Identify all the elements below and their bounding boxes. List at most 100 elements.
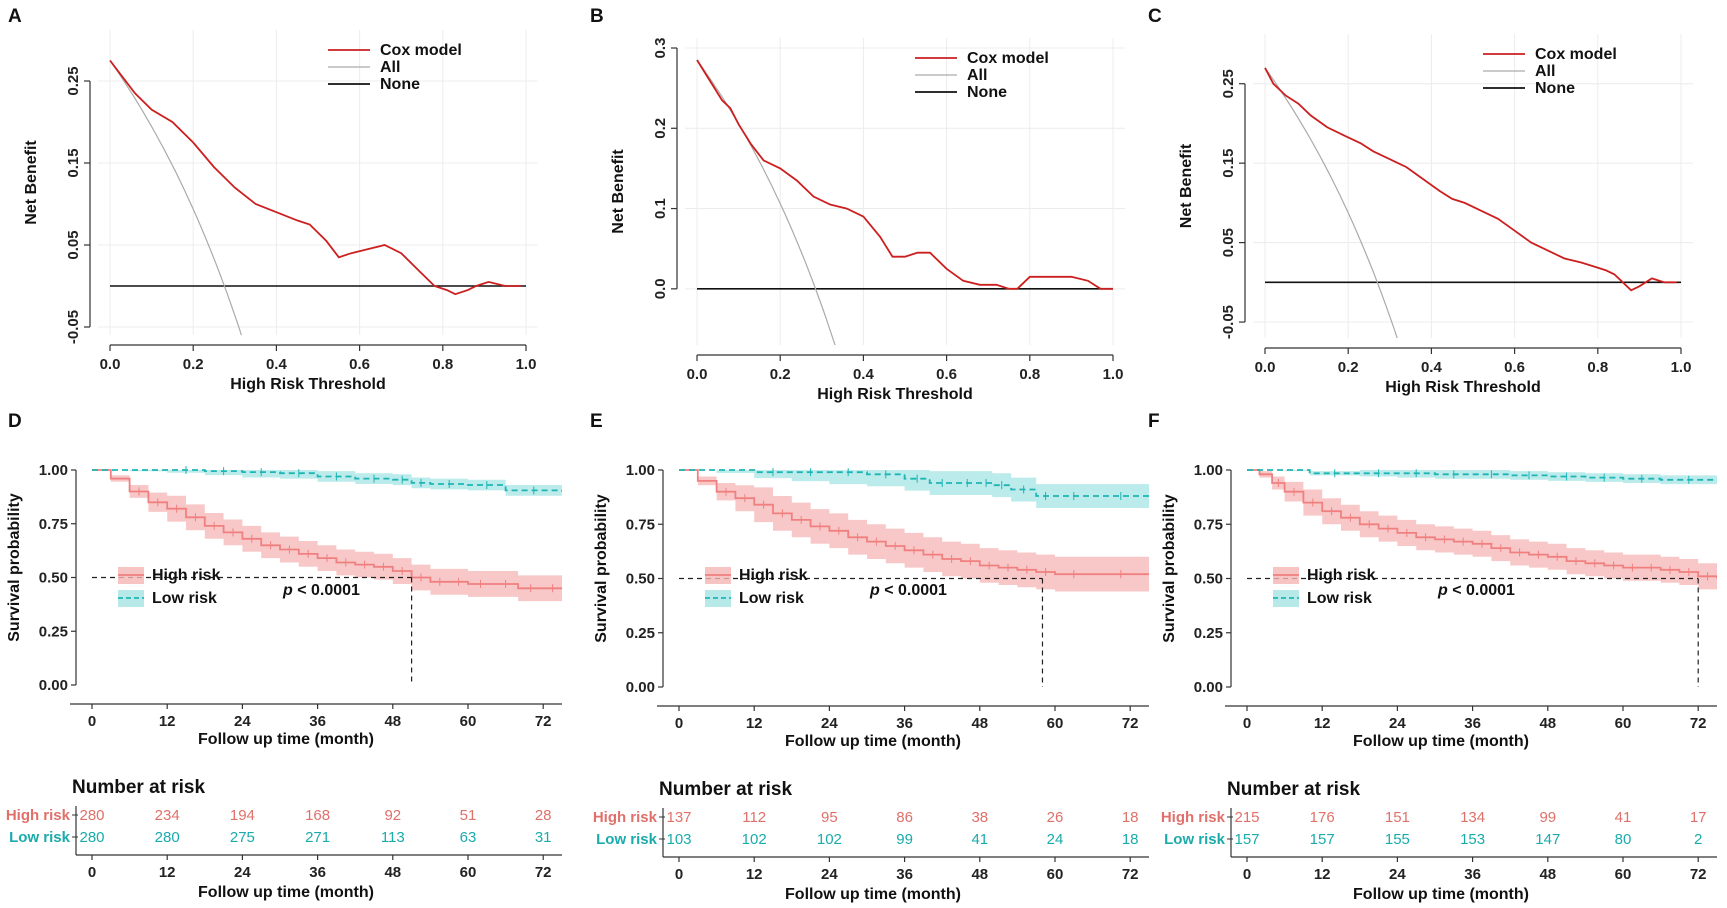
risk-cell: 86 — [896, 809, 913, 826]
risk-table-title: Number at risk — [659, 779, 792, 800]
km-panel-d: D 0.00 0.25 0.50 0.75 1.00 0 12 24 36 48 60 72 Follow… — [6, 411, 562, 901]
x-tick-label: 36 — [896, 715, 913, 732]
panel-letter: E — [590, 411, 603, 432]
x-tick-label: 24 — [234, 713, 251, 730]
p-value-symbol: p — [869, 582, 880, 599]
risk-x-tick-label: 72 — [535, 864, 552, 881]
x-axis-label: High Risk Threshold — [1385, 379, 1541, 396]
y-tick-label: 1.00 — [39, 462, 68, 479]
x-tick-label: 12 — [1314, 715, 1331, 732]
risk-x-tick-label: 0 — [675, 866, 683, 883]
risk-cell: 134 — [1460, 809, 1485, 826]
x-tick-label: 1.0 — [516, 356, 537, 373]
series-low-risk-line — [92, 469, 562, 492]
series-high-risk-ci-band — [1247, 470, 1717, 592]
risk-row-label: High risk — [6, 807, 71, 824]
y-tick-label: 0.15 — [1220, 149, 1237, 178]
risk-x-tick-label: 0 — [88, 864, 96, 881]
risk-cell: 155 — [1385, 831, 1410, 848]
risk-cell: 38 — [971, 809, 988, 826]
risk-table-title: Number at risk — [72, 777, 205, 798]
grid — [685, 38, 1125, 345]
x-tick-label: 24 — [1389, 715, 1406, 732]
p-value: p < 0.0001 — [282, 582, 360, 599]
x-axis-label: High Risk Threshold — [817, 386, 973, 403]
risk-cell: 41 — [971, 831, 988, 848]
risk-cell: 176 — [1310, 809, 1335, 826]
x-tick-label: 12 — [159, 713, 176, 730]
x-tick-label: 1.0 — [1103, 366, 1124, 383]
risk-x-tick-label: 12 — [1314, 866, 1331, 883]
risk-x-tick-label: 60 — [1615, 866, 1632, 883]
risk-cell: 31 — [535, 829, 552, 846]
legend-label: High risk — [739, 567, 808, 584]
risk-x-tick-label: 36 — [896, 866, 913, 883]
x-tick-label: 0.6 — [936, 366, 957, 383]
risk-cell: 102 — [742, 831, 767, 848]
y-tick-label: 0.0 — [652, 278, 669, 299]
y-tick-label: 0.25 — [65, 66, 82, 95]
risk-row-label: High risk — [593, 809, 658, 826]
legend-label: All — [967, 67, 987, 84]
risk-x-tick-label: 36 — [309, 864, 326, 881]
y-tick-label: 0.3 — [652, 38, 669, 59]
y-tick-label: -0.05 — [1220, 305, 1237, 339]
x-tick-label: 0 — [1243, 715, 1251, 732]
y-tick-label: 0.00 — [39, 677, 68, 694]
legend-label: High risk — [152, 567, 221, 584]
km-panel-f: F 0.00 0.25 0.50 0.75 1.00 0 12 24 36 48 60 72 Follow… — [1148, 411, 1717, 903]
risk-cell: 194 — [230, 807, 255, 824]
risk-cell: 24 — [1047, 831, 1064, 848]
risk-x-tick-label: 60 — [460, 864, 477, 881]
risk-x-axis-label: Follow up time (month) — [785, 886, 961, 903]
y-tick-label: 0.50 — [1194, 571, 1223, 588]
risk-cell: 2 — [1694, 831, 1702, 848]
x-tick-label: 72 — [1690, 715, 1707, 732]
risk-cell: 28 — [535, 807, 552, 824]
x-tick-label: 0.2 — [770, 366, 791, 383]
risk-cell: 271 — [305, 829, 330, 846]
series-cox-model-line — [109, 59, 522, 296]
risk-cell: 102 — [817, 831, 842, 848]
x-tick-label: 60 — [460, 713, 477, 730]
series-all-line — [109, 60, 243, 335]
risk-cell: 137 — [666, 809, 691, 826]
legend-label: All — [1535, 63, 1555, 80]
risk-x-tick-label: 72 — [1122, 866, 1139, 883]
x-tick-label: 0.0 — [687, 366, 708, 383]
x-tick-label: 12 — [746, 715, 763, 732]
x-tick-label: 0.4 — [853, 366, 875, 383]
series-high-risk-ci-band — [92, 470, 562, 602]
legend-label: None — [1535, 80, 1575, 97]
risk-row-label: Low risk — [596, 831, 658, 848]
risk-cell: 18 — [1122, 831, 1139, 848]
y-tick-label: 0.75 — [626, 516, 655, 533]
risk-x-tick-label: 48 — [1539, 866, 1556, 883]
risk-x-tick-label: 12 — [159, 864, 176, 881]
risk-x-tick-label: 60 — [1047, 866, 1064, 883]
risk-x-tick-label: 24 — [821, 866, 838, 883]
x-tick-label: 48 — [384, 713, 401, 730]
grid — [98, 30, 538, 335]
dca-panel-b: B 0.0 0.1 0.2 0.3 0.0 0.2 0.4 0.6 0.8 1.0 High Risk… — [590, 6, 1125, 403]
series-low-risk-line — [1247, 469, 1717, 481]
y-tick-label: 0.75 — [39, 516, 68, 533]
dca-panel-c: C -0.05 0.05 0.15 0.25 0.0 0.2 0.4 0.6 0.8 1.0 High… — [1148, 6, 1693, 396]
y-tick-label: 0.1 — [652, 198, 669, 219]
risk-x-tick-label: 0 — [1243, 866, 1251, 883]
risk-cell: 234 — [155, 807, 180, 824]
x-tick-label: 0.4 — [266, 356, 288, 373]
series-high-risk-ci-band — [679, 470, 1149, 592]
risk-row-label: Low risk — [1164, 831, 1226, 848]
p-value-text: < 0.0001 — [1448, 582, 1515, 599]
y-axis-label: Survival probability — [593, 494, 610, 643]
x-axis-label: Follow up time (month) — [785, 733, 961, 750]
dca-panel-a: A -0.05 0.05 0.15 0.25 0.0 0.2 0.4 0.6 0.8 1.0 High… — [8, 6, 538, 393]
risk-x-tick-label: 48 — [971, 866, 988, 883]
series-low-risk-ci-band — [92, 470, 562, 497]
series-low-risk-line — [679, 469, 1149, 497]
legend-label: All — [380, 59, 400, 76]
x-tick-label: 0.6 — [349, 356, 370, 373]
x-tick-label: 0.8 — [432, 356, 453, 373]
